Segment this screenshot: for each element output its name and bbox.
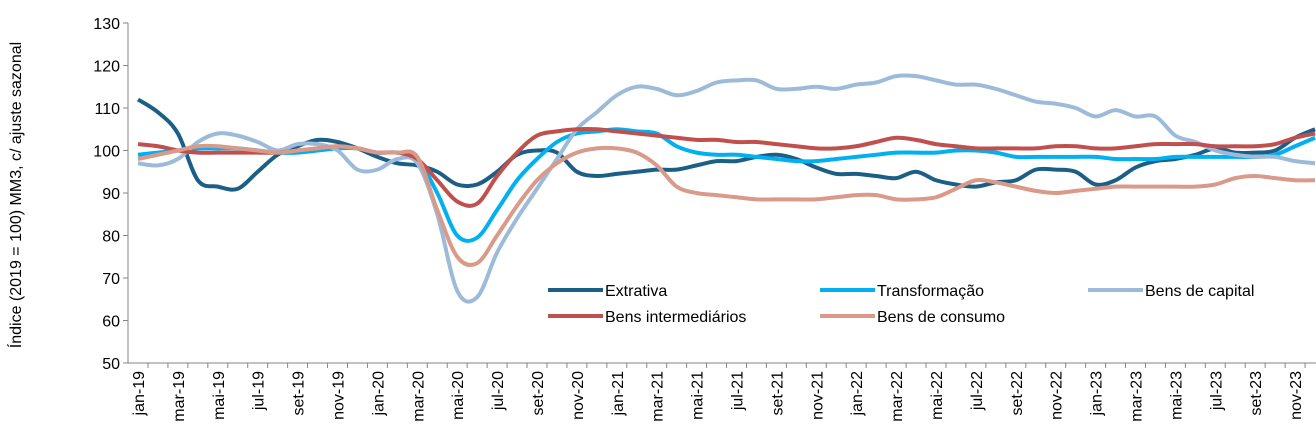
y-tick-label: 80 <box>102 229 120 246</box>
legend-label: Bens intermediários <box>605 309 746 326</box>
y-tick-label: 110 <box>94 101 120 118</box>
x-tick-label: mar-22 <box>889 371 906 422</box>
y-tick-label: 70 <box>102 271 120 288</box>
y-tick-label: 130 <box>93 16 120 33</box>
x-tick-label: jul-20 <box>490 371 507 411</box>
x-tick-label: jan-23 <box>1089 371 1106 417</box>
x-tick-label: mar-23 <box>1129 371 1146 422</box>
x-tick-label: mai-19 <box>211 371 228 420</box>
x-tick-label: jul-21 <box>730 371 747 411</box>
line-series <box>137 73 1316 304</box>
x-tick-label: set-19 <box>291 371 308 416</box>
x-tick-label: jan-22 <box>849 371 866 417</box>
x-tick-label: set-23 <box>1248 371 1265 416</box>
x-tick-label: set-20 <box>530 371 547 416</box>
x-tick-label: jul-23 <box>1208 371 1225 411</box>
legend-label: Bens de consumo <box>877 309 1005 326</box>
x-tick-label: jan-20 <box>370 371 387 417</box>
x-tick-label: jan-19 <box>131 371 148 417</box>
x-tick-label: mai-22 <box>929 371 946 420</box>
x-tick-label: mai-20 <box>450 371 467 420</box>
x-tick-label: nov-23 <box>1288 371 1305 420</box>
x-tick-label: mar-20 <box>410 371 427 422</box>
x-tick-label: mar-21 <box>650 371 667 422</box>
x-tick-label: mai-21 <box>690 371 707 420</box>
x-tick-label: set-22 <box>1009 371 1026 416</box>
legend-label: Transformação <box>877 283 984 300</box>
y-tick-label: 120 <box>93 59 120 76</box>
x-tick-label: nov-20 <box>570 371 587 420</box>
x-tick-label: jan-21 <box>610 371 627 417</box>
line-series <box>137 143 1316 267</box>
legend-label: Extrativa <box>605 283 667 300</box>
legend-label: Bens de capital <box>1145 283 1254 300</box>
line-series <box>136 97 1316 192</box>
y-tick-label: 90 <box>102 186 120 203</box>
x-tick-label: mar-19 <box>171 371 188 422</box>
x-tick-label: nov-19 <box>331 371 348 420</box>
x-tick-label: jul-22 <box>969 371 986 411</box>
y-tick-label: 60 <box>102 314 120 331</box>
y-axis-label: Índice (2019 = 100) MM3, c/ ajuste sazon… <box>8 41 25 349</box>
y-tick-label: 50 <box>102 356 120 373</box>
y-tick-label: 100 <box>93 144 120 161</box>
x-tick-label: set-21 <box>769 371 786 416</box>
x-tick-label: nov-22 <box>1049 371 1066 420</box>
x-tick-label: nov-21 <box>809 371 826 420</box>
x-tick-label: mai-23 <box>1168 371 1185 420</box>
x-tick-label: jul-19 <box>251 371 268 411</box>
